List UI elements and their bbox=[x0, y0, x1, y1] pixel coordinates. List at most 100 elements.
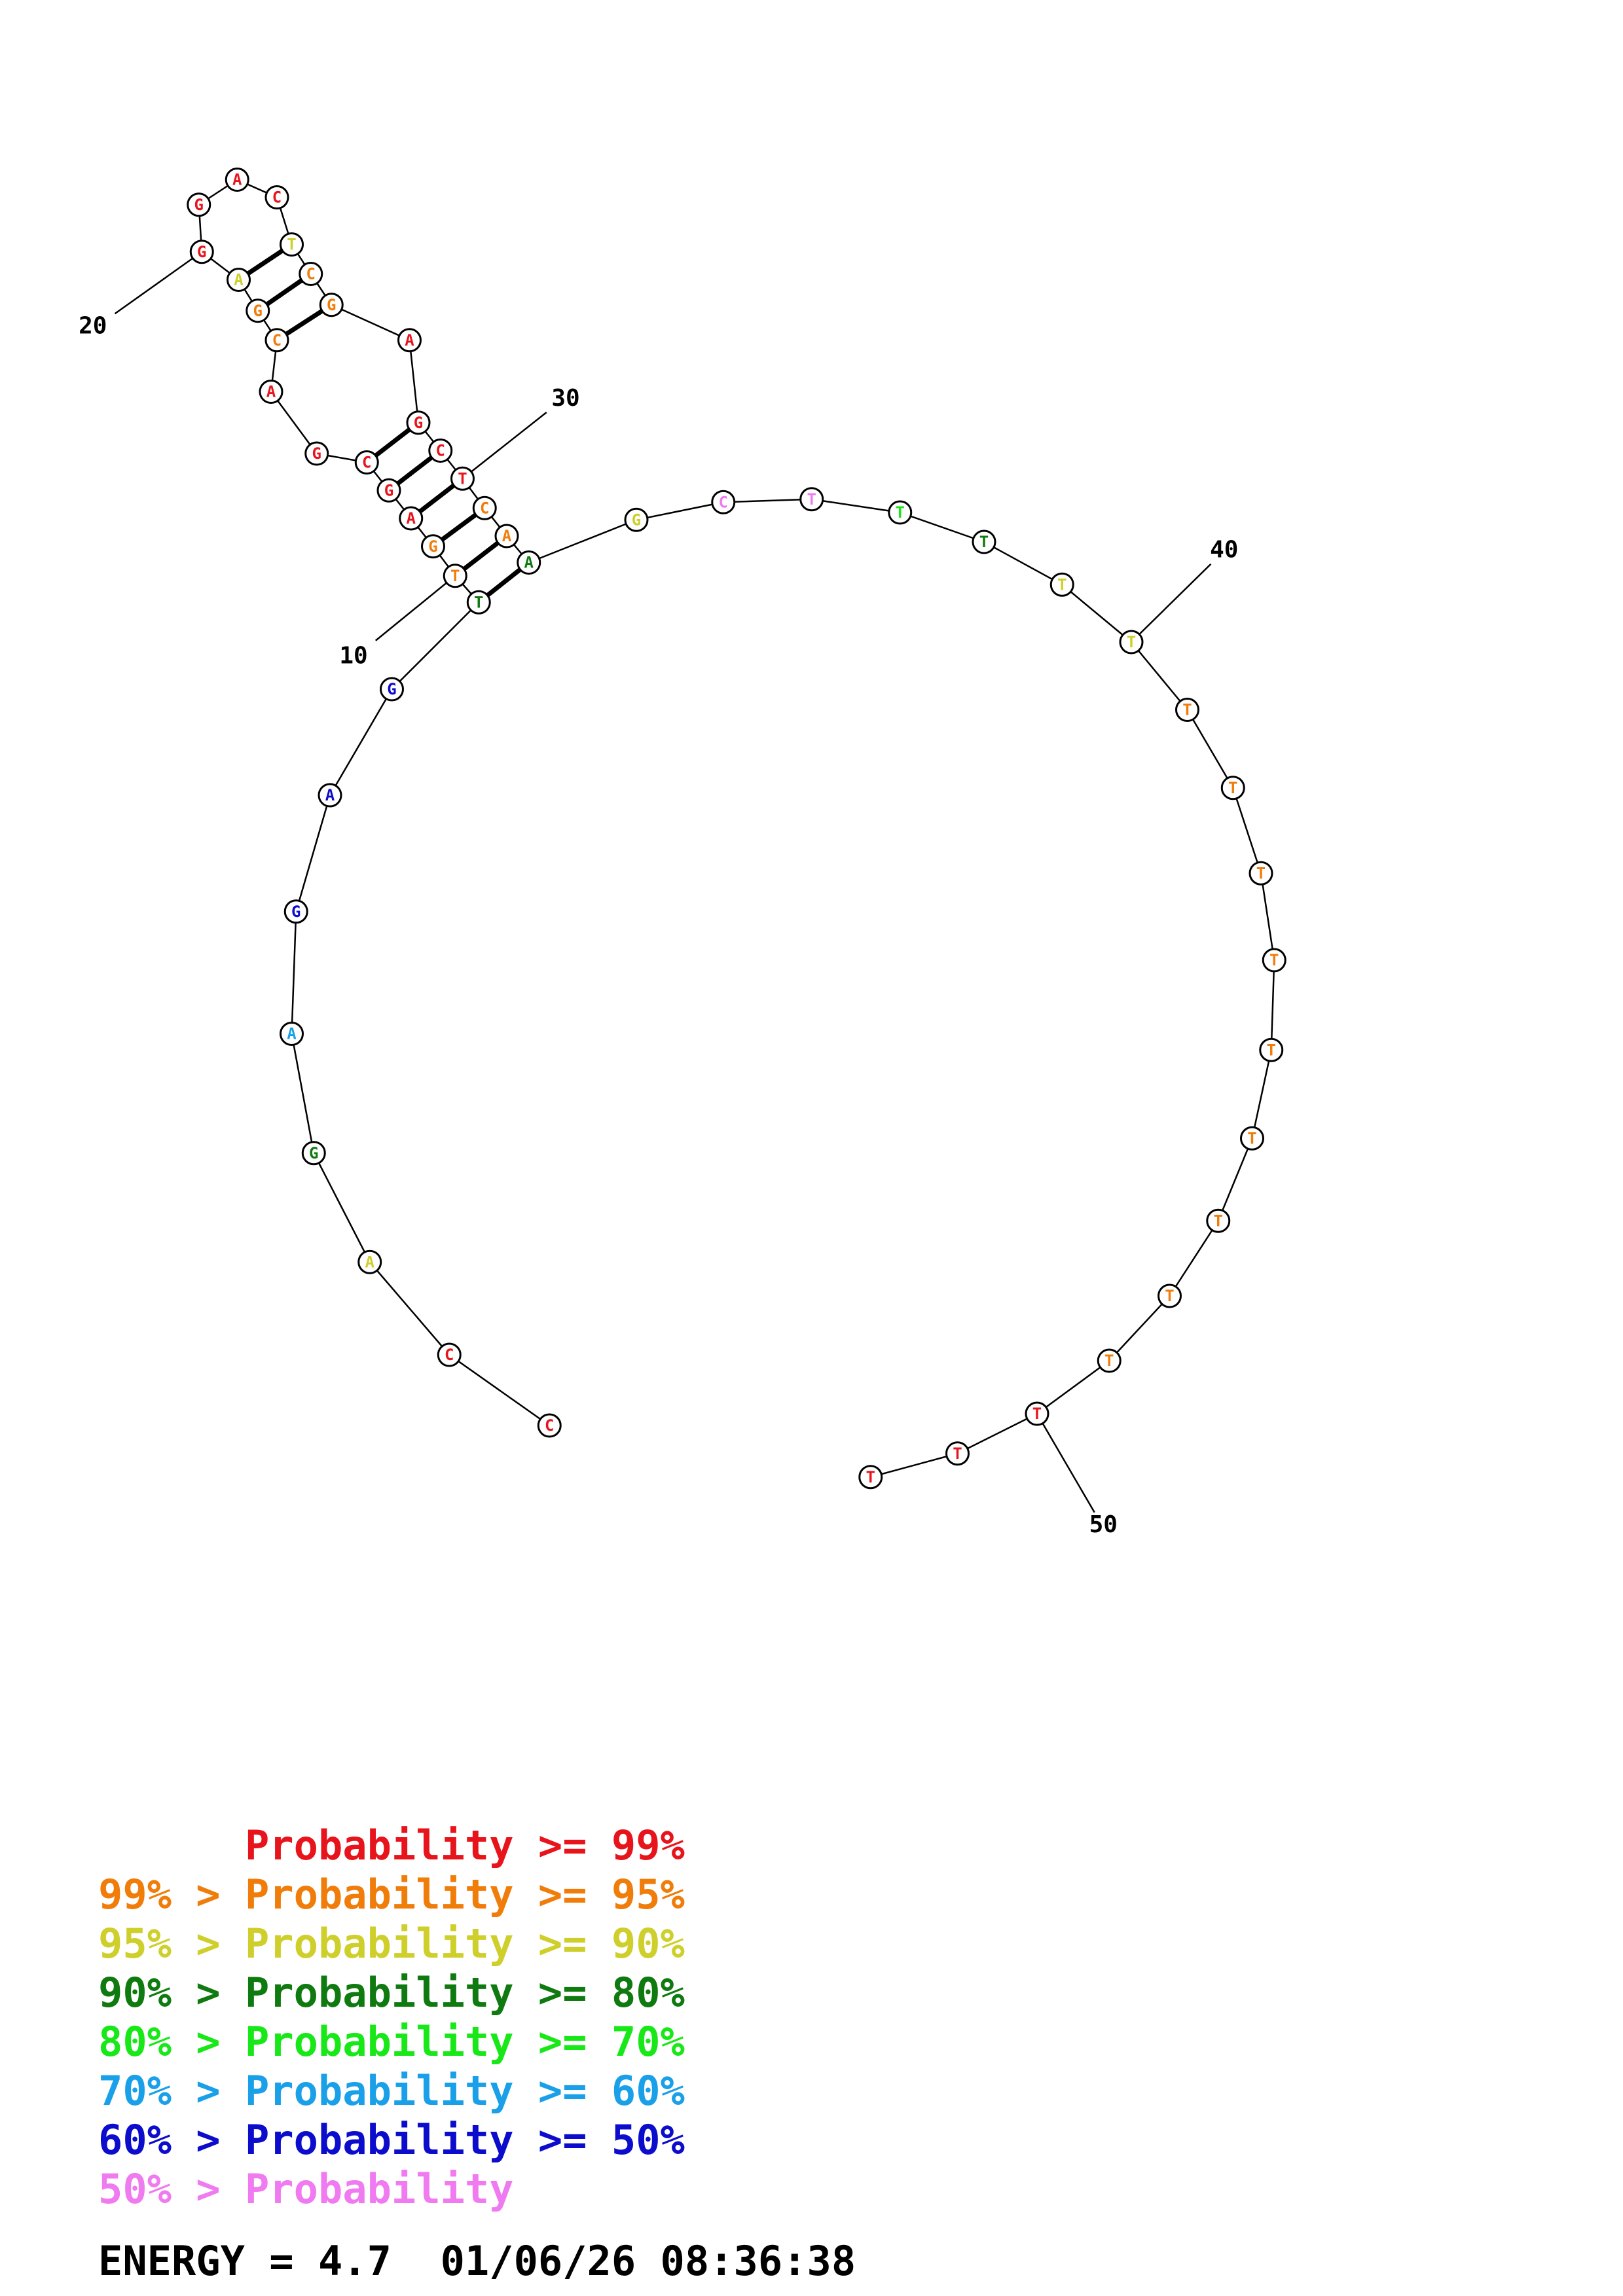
nucleotide-base: G bbox=[253, 302, 263, 320]
nucleotide-base: C bbox=[272, 331, 282, 350]
nucleotide-base: T bbox=[866, 1468, 875, 1486]
nucleotide: G bbox=[319, 293, 344, 317]
backbone-segment bbox=[957, 1412, 1038, 1454]
nucleotide-circle bbox=[264, 328, 289, 353]
nucleotide-circle bbox=[1025, 1401, 1049, 1426]
nucleotide-base: A bbox=[234, 271, 244, 289]
nucleotide-circle bbox=[376, 478, 401, 503]
legend-label: Probability bbox=[244, 2018, 514, 2066]
legend-suffix: >= 70% bbox=[513, 2018, 685, 2066]
legend-prefix bbox=[98, 1821, 245, 1869]
legend-row: 95% > Probability >= 90% bbox=[98, 1919, 685, 1968]
legend-label: Probability bbox=[244, 1969, 514, 2017]
nucleotide: T bbox=[945, 1441, 970, 1466]
nucleotide: T bbox=[443, 564, 467, 588]
nucleotide-base: G bbox=[197, 243, 206, 261]
nucleotide-base: T bbox=[287, 236, 296, 254]
nucleotide-circle bbox=[624, 507, 649, 532]
legend-row: 90% > Probability >= 80% bbox=[98, 1968, 685, 2017]
nucleotide-base: A bbox=[266, 383, 276, 401]
position-marker-layer: 10 20 30 40 50 bbox=[79, 251, 1238, 1538]
position-marker-line bbox=[1036, 1413, 1095, 1513]
nucleotide-circle bbox=[357, 1249, 382, 1274]
legend-prefix: 90% > bbox=[98, 1969, 245, 2017]
probability-legend: Probability >= 99% 99% > Probability >= 9… bbox=[98, 1821, 685, 2214]
nucleotide: G bbox=[283, 899, 308, 924]
nucleotide-circle bbox=[189, 240, 214, 264]
nucleotide-circle bbox=[259, 380, 283, 404]
nucleotide-circle bbox=[399, 506, 424, 531]
nucleotide-base: A bbox=[232, 171, 242, 189]
backbone-segment bbox=[409, 340, 420, 423]
nucleotide: A bbox=[259, 380, 283, 404]
nucleotide-circle bbox=[421, 534, 445, 559]
nucleotide-circle bbox=[945, 1441, 970, 1466]
backbone-segment bbox=[1217, 1138, 1253, 1221]
backbone-segment bbox=[1232, 787, 1262, 874]
nucleotide: A bbox=[494, 524, 519, 548]
nucleotide: T bbox=[450, 466, 475, 491]
backbone-segment bbox=[1260, 873, 1275, 961]
position-marker-line bbox=[462, 412, 547, 480]
nucleotide-base: T bbox=[1104, 1352, 1114, 1370]
nucleotide-base: T bbox=[458, 469, 467, 488]
legend-suffix: >= 99% bbox=[513, 1821, 685, 1869]
backbone-segment bbox=[900, 511, 985, 543]
nucleotide-base: T bbox=[807, 490, 816, 509]
nucleotide-base: A bbox=[325, 786, 335, 804]
nucleotide: T bbox=[1240, 1126, 1264, 1151]
nucleotide: C bbox=[264, 185, 289, 209]
base-pair-bond bbox=[486, 567, 522, 598]
nucleotide: T bbox=[466, 590, 491, 615]
nucleotide-circle bbox=[1175, 698, 1199, 722]
backbone-segment bbox=[636, 501, 723, 521]
legend-row: 50% > Probability bbox=[98, 2164, 685, 2214]
nucleotide-base: T bbox=[953, 1444, 962, 1463]
nucleotide-base: C bbox=[719, 493, 728, 511]
nucleotide-circle bbox=[280, 232, 304, 257]
nucleotide-circle bbox=[888, 500, 913, 525]
nucleotide: A bbox=[280, 1022, 304, 1046]
nucleotide: G bbox=[246, 298, 270, 323]
backbone-segment bbox=[1251, 1049, 1272, 1139]
nucleotide-base: C bbox=[272, 188, 282, 207]
nucleotide: C bbox=[472, 495, 497, 520]
nucleotide-circle bbox=[354, 450, 379, 475]
nucleotide: G bbox=[376, 478, 401, 503]
nucleotide-circle bbox=[711, 490, 736, 514]
legend-label: Probability bbox=[244, 2067, 514, 2115]
legend-prefix: 95% > bbox=[98, 1920, 245, 1967]
backbone-segment bbox=[448, 1354, 550, 1427]
nucleotide-circle bbox=[318, 783, 342, 808]
nucleotide-base: A bbox=[365, 1253, 375, 1271]
nucleotide: T bbox=[1220, 776, 1245, 800]
nucleotide-circle bbox=[1240, 1126, 1264, 1151]
nucleotide-circle bbox=[380, 677, 404, 702]
nucleotide-base: A bbox=[502, 527, 512, 545]
nucleotide: T bbox=[1175, 698, 1199, 722]
legend-row: 80% > Probability >= 70% bbox=[98, 2017, 685, 2066]
nucleotide-circle bbox=[443, 564, 467, 588]
nucleotide: G bbox=[187, 192, 211, 217]
nucleotide: A bbox=[227, 268, 251, 292]
nucleotide-base: T bbox=[474, 593, 483, 611]
nucleotide-circle bbox=[304, 441, 329, 466]
base-pair-bond bbox=[396, 456, 433, 486]
legend-label: Probability bbox=[244, 2116, 514, 2164]
nucleotide-base: T bbox=[1032, 1405, 1042, 1423]
legend-prefix: 99% > bbox=[98, 1871, 245, 1918]
nucleotide-base: T bbox=[1267, 1041, 1276, 1059]
nucleotide-base: C bbox=[545, 1416, 554, 1435]
legend-label: Probability bbox=[244, 1821, 514, 1869]
nucleotide-base: G bbox=[194, 196, 204, 214]
nucleotide-base: C bbox=[362, 454, 371, 472]
backbone-segment bbox=[1108, 1295, 1171, 1361]
legend-suffix: >= 60% bbox=[513, 2067, 685, 2115]
nucleotide-circle bbox=[1049, 572, 1074, 597]
legend-row: 60% > Probability >= 50% bbox=[98, 2115, 685, 2164]
nucleotide: T bbox=[1158, 1283, 1182, 1308]
nucleotide: C bbox=[299, 262, 323, 286]
nucleotide-base: T bbox=[1228, 779, 1237, 797]
